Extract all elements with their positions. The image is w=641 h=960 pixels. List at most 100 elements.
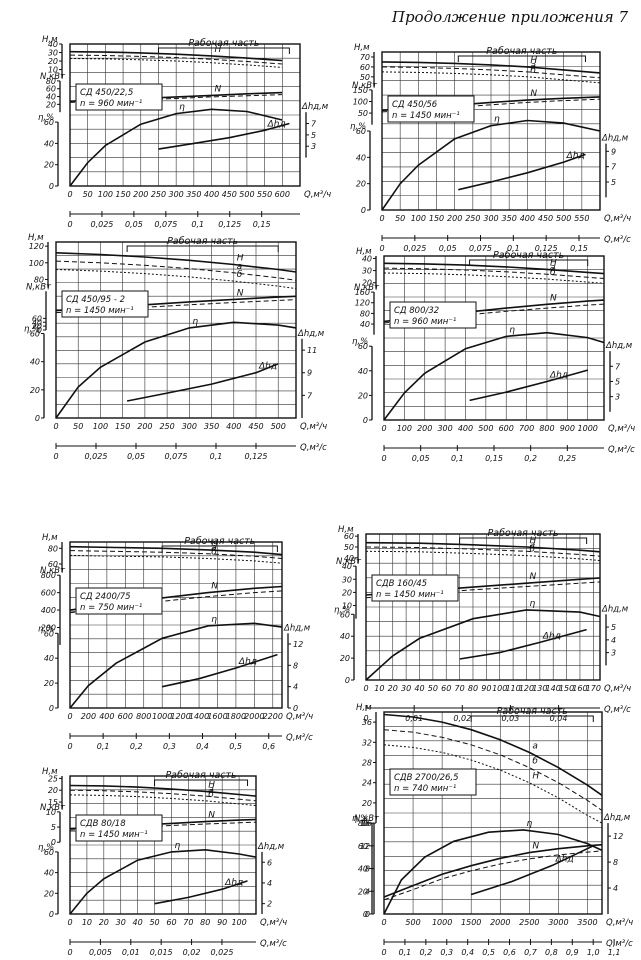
series-line-H bbox=[381, 61, 601, 74]
x-tick-label: 300 bbox=[483, 214, 498, 223]
y-axis-label-eta: η,% bbox=[24, 325, 40, 335]
y-tick-label-H: 60 bbox=[360, 63, 370, 72]
x-tick-label: 70 bbox=[183, 918, 193, 927]
series-line-dh bbox=[470, 845, 594, 896]
series-line-eta bbox=[381, 119, 601, 211]
right-tick-label: 3 bbox=[615, 393, 620, 402]
work-range-label: Рабочая часть bbox=[488, 528, 559, 539]
x-tick-label: 90 bbox=[481, 684, 491, 693]
y-tick-label-H: 40 bbox=[344, 554, 354, 563]
y-axis-label-H: H,м bbox=[42, 533, 58, 543]
y-tick-label-H: 100 bbox=[29, 259, 44, 268]
x-tick-label: 450 bbox=[538, 214, 553, 223]
y-tick-label-N: 60 bbox=[32, 314, 42, 323]
x-tick-label: 400 bbox=[226, 422, 241, 431]
chart-svg: 0 200 400 600 800 100012001400160018002000220… bbox=[38, 533, 313, 751]
x2-axis-label: Q,м³/с bbox=[604, 705, 631, 715]
x2-tick-label: 0,025 bbox=[90, 220, 113, 229]
y-tick-label-eta: 60 bbox=[358, 342, 368, 351]
y-tick-label-N: 600 bbox=[41, 589, 56, 598]
y-tick-label-N: 10 bbox=[342, 602, 352, 611]
x-tick-label: 500 bbox=[271, 422, 286, 431]
x-axis-label: Q,м³/ч bbox=[608, 424, 635, 434]
x-tick-label: 1200 bbox=[170, 712, 190, 721]
series-line-eta bbox=[55, 321, 297, 419]
x-tick-label: 50 bbox=[83, 190, 93, 199]
x-tick-label: 400 bbox=[458, 424, 473, 433]
series-label: H bbox=[215, 45, 222, 55]
right-tick-label: 5 bbox=[615, 377, 620, 386]
x-tick-label: 90 bbox=[217, 918, 227, 927]
x-tick-label: 60 bbox=[166, 918, 176, 927]
model-box bbox=[387, 95, 475, 123]
y-tick-label-eta: 0 bbox=[35, 414, 40, 423]
x2-tick-label: 0,5 bbox=[229, 742, 242, 751]
y-tick-label-H: 60 bbox=[48, 560, 58, 569]
y-tick-label-eta: 20 bbox=[356, 180, 366, 189]
x2-tick-label: 0,1 bbox=[451, 454, 464, 463]
series-label: η bbox=[192, 317, 198, 327]
y-axis-label-H: H,м bbox=[356, 703, 372, 713]
x-tick-label: 40 bbox=[414, 684, 424, 693]
x-tick-label: 1400 bbox=[189, 712, 209, 721]
series-line-dh bbox=[469, 369, 588, 402]
x2-tick-label: 0,9 bbox=[566, 948, 579, 957]
plot-frame bbox=[55, 241, 297, 419]
y-tick-label-H: 80 bbox=[34, 275, 44, 284]
model-title: СД 2400/75 bbox=[80, 592, 131, 602]
x-tick-label: 350 bbox=[186, 190, 201, 199]
x2-tick-label: 0,02 bbox=[183, 948, 201, 957]
work-range-label: Рабочая часть bbox=[497, 706, 568, 717]
x-tick-label: 160 bbox=[572, 684, 587, 693]
work-range-label: Рабочая часть bbox=[486, 46, 557, 57]
y-tick-label-H: 80 bbox=[48, 544, 58, 553]
right-tick-label: 12 bbox=[613, 832, 623, 841]
series-label: η bbox=[509, 325, 515, 335]
series-line-H bbox=[365, 550, 601, 561]
x2-tick-label: 1,0 bbox=[587, 948, 600, 957]
right-tick-label: 7 bbox=[611, 163, 617, 172]
x-tick-label: 800 bbox=[136, 712, 151, 721]
series-label: η bbox=[527, 819, 533, 829]
right-tick-label: 2 bbox=[267, 900, 272, 909]
y-tick-label-eta: 20 bbox=[44, 679, 54, 688]
x-tick-label: 200 bbox=[447, 214, 462, 223]
y-tick-label-N: 50 bbox=[358, 109, 368, 118]
x-tick-label: 140 bbox=[546, 684, 561, 693]
x-tick-label: 1800 bbox=[226, 712, 246, 721]
x-tick-label: 0 bbox=[67, 918, 72, 927]
x-tick-label: 1600 bbox=[207, 712, 227, 721]
x2-tick-label: 0 bbox=[363, 714, 368, 723]
series-line-H bbox=[69, 784, 257, 797]
x2-tick-label: 0,2 bbox=[130, 742, 143, 751]
series-label: Δhд bbox=[542, 631, 561, 641]
series-label: N bbox=[208, 811, 215, 821]
series-label: H bbox=[208, 780, 215, 790]
series-line-eta bbox=[383, 829, 603, 915]
x2-tick-label: 0,015 bbox=[150, 948, 173, 957]
x2-tick-label: 0,15 bbox=[253, 220, 271, 229]
plot-group: 0 10 20 30 40 50 60 70 80 90 100110120130140150160… bbox=[334, 525, 631, 723]
right-axis-label: Δhд,м bbox=[601, 604, 629, 614]
x-tick-label: 500 bbox=[239, 190, 254, 199]
model-title: СДВ 160/45 bbox=[376, 579, 427, 589]
plot-group: 0 10 20 30 40 50 60 70 80 90 100 Q,м³/ч0 0,005 0,01 0,… bbox=[38, 767, 287, 957]
model-title: СД 450/95 - 2 bbox=[66, 295, 125, 305]
x-tick-label: 130 bbox=[532, 684, 547, 693]
chart-svg: 0 100 200 300 400 500 600 700 800 900 1000 Q,м³/ч0 0… bbox=[352, 247, 635, 463]
series-line-H bbox=[55, 252, 297, 273]
y-tick-label-H: 16 bbox=[362, 819, 372, 828]
model-box bbox=[61, 290, 149, 318]
y-tick-label-N: 800 bbox=[41, 571, 56, 580]
x-tick-label: 3000 bbox=[548, 918, 568, 927]
right-axis-label: Δhд,м bbox=[603, 813, 631, 823]
y-tick-label-N: 100 bbox=[353, 98, 368, 107]
x2-tick-label: 0,25 bbox=[558, 454, 576, 463]
y-tick-label-eta: 20 bbox=[358, 887, 368, 896]
x-tick-label: 250 bbox=[151, 190, 166, 199]
plot-frame bbox=[69, 43, 301, 187]
y-tick-label-N: 80 bbox=[360, 309, 370, 318]
y-tick-label-N: 10 bbox=[46, 808, 56, 817]
x2-tick-label: 0 bbox=[381, 948, 386, 957]
x-tick-label: 700 bbox=[519, 424, 534, 433]
